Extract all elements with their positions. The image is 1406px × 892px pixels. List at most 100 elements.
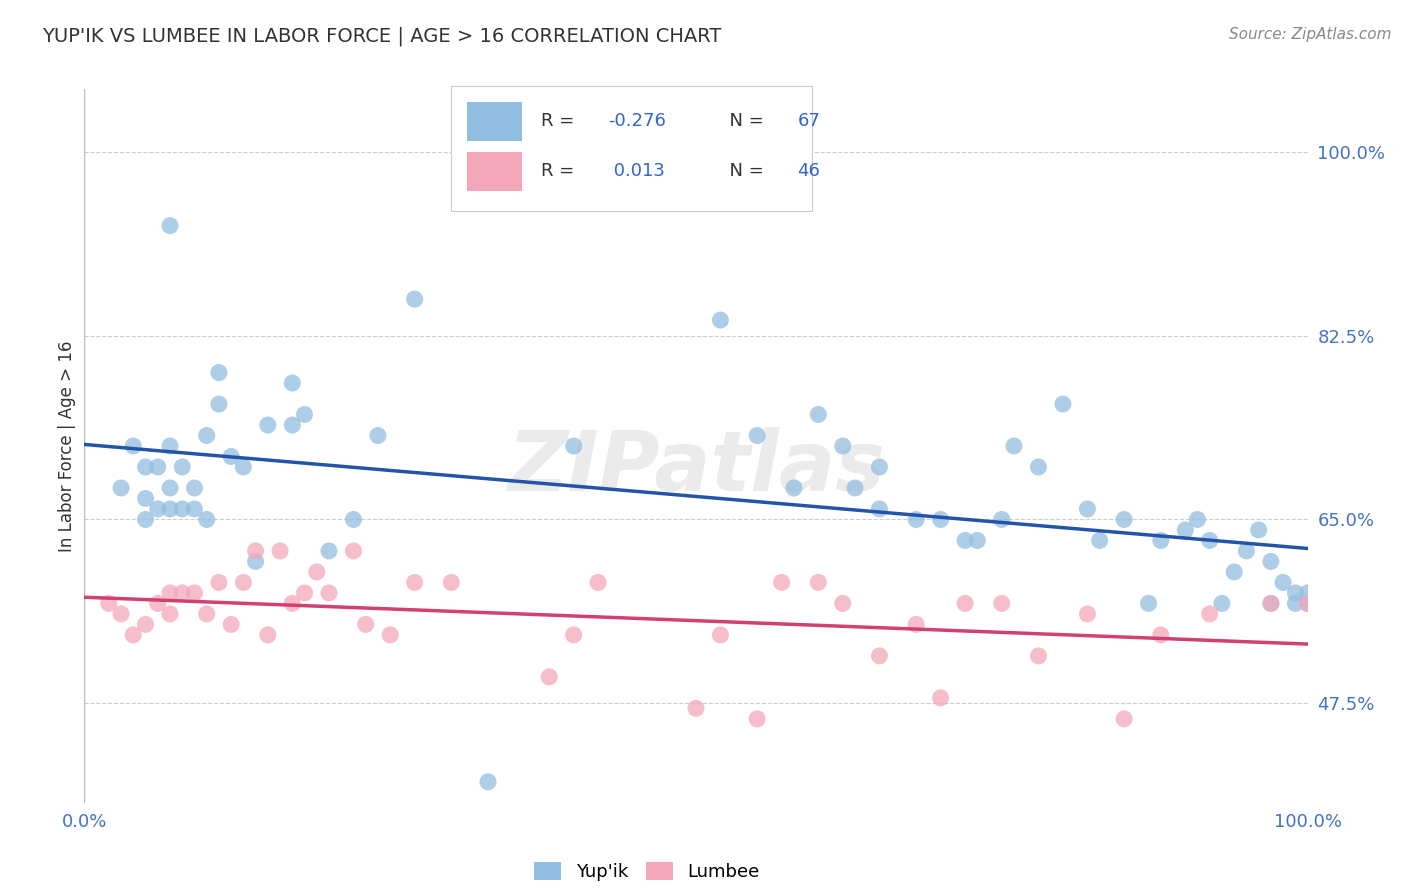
Point (1150, 533, 1173, 548)
Point (1272, 575, 1295, 590)
Point (807, 575, 830, 590)
Point (1028, 460, 1050, 475)
Point (1137, 596, 1160, 610)
Y-axis label: In Labor Force | Age > 16: In Labor Force | Age > 16 (58, 340, 76, 552)
Point (281, 376, 304, 390)
Text: ZIPatlas: ZIPatlas (508, 427, 884, 508)
Point (245, 554, 267, 568)
Point (869, 460, 891, 475)
Point (966, 533, 988, 548)
FancyBboxPatch shape (467, 102, 522, 141)
Point (747, 428, 769, 442)
Point (1002, 439, 1025, 453)
Point (1296, 586, 1319, 600)
Point (172, 502, 194, 516)
FancyBboxPatch shape (451, 86, 813, 211)
Point (807, 408, 830, 422)
Point (135, 512, 157, 526)
Point (208, 397, 231, 411)
Point (208, 366, 231, 380)
Point (367, 428, 389, 442)
Point (685, 701, 707, 715)
Point (110, 481, 132, 495)
Text: N =: N = (718, 162, 769, 180)
Point (1260, 554, 1282, 568)
Point (990, 512, 1012, 526)
Point (905, 617, 928, 632)
Point (404, 292, 426, 306)
Point (1076, 502, 1098, 516)
Point (159, 586, 181, 600)
Point (747, 712, 769, 726)
Point (318, 544, 340, 558)
Point (770, 575, 793, 590)
Point (257, 417, 280, 432)
Point (844, 481, 866, 495)
Point (219, 617, 242, 632)
Point (440, 575, 463, 590)
FancyBboxPatch shape (467, 152, 522, 191)
Point (1052, 397, 1074, 411)
Point (783, 481, 806, 495)
Point (1198, 607, 1220, 621)
Point (146, 502, 169, 516)
Point (172, 586, 194, 600)
Point (281, 417, 304, 432)
Point (1260, 596, 1282, 610)
Point (122, 628, 145, 642)
Point (1114, 712, 1136, 726)
Point (831, 439, 853, 453)
Point (1284, 596, 1306, 610)
Legend: Yup'ik, Lumbee: Yup'ik, Lumbee (529, 856, 765, 887)
Point (1296, 596, 1319, 610)
Point (477, 774, 499, 789)
Point (146, 596, 169, 610)
Point (232, 460, 254, 475)
Point (709, 628, 731, 642)
Text: R =: R = (541, 162, 579, 180)
Point (342, 512, 364, 526)
Point (146, 460, 169, 475)
Point (354, 617, 377, 632)
Point (831, 596, 853, 610)
Text: YUP'IK VS LUMBEE IN LABOR FORCE | AGE > 16 CORRELATION CHART: YUP'IK VS LUMBEE IN LABOR FORCE | AGE > … (42, 27, 721, 46)
Point (1211, 596, 1233, 610)
Point (1234, 544, 1257, 558)
Point (1187, 512, 1209, 526)
Point (195, 512, 218, 526)
Point (195, 428, 218, 442)
Text: N =: N = (718, 112, 769, 130)
Point (97, 596, 120, 610)
Point (562, 628, 585, 642)
Point (318, 586, 340, 600)
Text: 0.013: 0.013 (607, 162, 665, 180)
Point (159, 439, 181, 453)
Point (1198, 533, 1220, 548)
Point (953, 533, 976, 548)
Point (1223, 565, 1246, 579)
Point (183, 502, 205, 516)
Point (245, 544, 267, 558)
Point (159, 219, 181, 233)
Point (1284, 586, 1306, 600)
Point (172, 460, 194, 475)
Text: 67: 67 (797, 112, 820, 130)
Text: -0.276: -0.276 (607, 112, 666, 130)
Point (1296, 596, 1319, 610)
Point (257, 628, 280, 642)
Point (1247, 523, 1270, 537)
Point (1150, 628, 1173, 642)
Point (208, 575, 231, 590)
Point (1076, 607, 1098, 621)
Point (122, 439, 145, 453)
Point (135, 617, 157, 632)
Text: R =: R = (541, 112, 579, 130)
Point (135, 460, 157, 475)
Point (905, 512, 928, 526)
Point (269, 544, 291, 558)
Point (195, 607, 218, 621)
Point (281, 596, 304, 610)
Point (1174, 523, 1197, 537)
Point (869, 648, 891, 663)
Point (869, 502, 891, 516)
